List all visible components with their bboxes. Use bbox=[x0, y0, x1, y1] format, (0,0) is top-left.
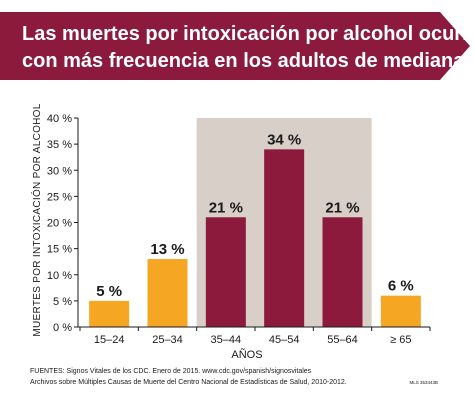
y-tick-label: 30 % bbox=[47, 165, 72, 177]
bar bbox=[89, 300, 130, 327]
bar-value-label: 21 % bbox=[325, 199, 359, 216]
bar bbox=[322, 217, 363, 327]
x-axis: 15–24 25–34 35–44 45–54 55–64 ≥ 65 bbox=[78, 326, 431, 346]
bars-group: 5 % 13 % 21 % 34 % 21 % 6 % bbox=[89, 131, 421, 327]
x-tick-label: 55–64 bbox=[327, 334, 358, 346]
bar-value-label: 21 % bbox=[209, 199, 243, 216]
y-tick-label: 20 % bbox=[47, 218, 72, 230]
y-tick-label: 35 % bbox=[47, 139, 72, 151]
bar bbox=[264, 149, 305, 327]
y-axis: 0 % 5 % 10 % 15 % 20 % 25 % 30 % 35 % 40 % bbox=[47, 113, 79, 334]
chart-title-line-2: con más frecuencia en los adultos de med… bbox=[22, 50, 474, 72]
chart-title-line-1: Las muertes por intoxicación por alcohol… bbox=[22, 23, 474, 45]
y-tick-label: 15 % bbox=[47, 244, 72, 256]
y-tick-label: 10 % bbox=[47, 270, 72, 282]
bar bbox=[380, 295, 421, 327]
source-line-1: FUENTES: Signos Vitales de los CDC. Ener… bbox=[30, 368, 312, 375]
bar bbox=[147, 259, 188, 327]
figure-code: MLS 353443B bbox=[409, 380, 438, 385]
bar bbox=[205, 217, 246, 327]
x-axis-title: AÑOS bbox=[231, 348, 262, 361]
bar-value-label: 5 % bbox=[96, 283, 122, 300]
y-tick-label: 40 % bbox=[47, 113, 72, 125]
y-tick-label: 25 % bbox=[47, 191, 72, 203]
x-tick-label: ≥ 65 bbox=[390, 334, 411, 346]
bar-value-label: 34 % bbox=[267, 131, 301, 148]
y-axis-title: MUERTES POR INTOXICACIÓN POR ALCOHOL bbox=[30, 103, 43, 336]
title-banner bbox=[0, 12, 470, 80]
x-tick-label: 15–24 bbox=[94, 334, 125, 346]
y-tick-label: 5 % bbox=[53, 296, 72, 308]
y-tick-label: 0 % bbox=[53, 322, 72, 334]
x-tick-label: 35–44 bbox=[211, 334, 242, 346]
x-tick-label: 45–54 bbox=[269, 334, 300, 346]
x-tick-label: 25–34 bbox=[152, 334, 183, 346]
bar-value-label: 13 % bbox=[150, 241, 184, 258]
source-line-2: Archivos sobre Múltiples Causas de Muert… bbox=[30, 379, 347, 386]
bar-value-label: 6 % bbox=[388, 278, 414, 295]
